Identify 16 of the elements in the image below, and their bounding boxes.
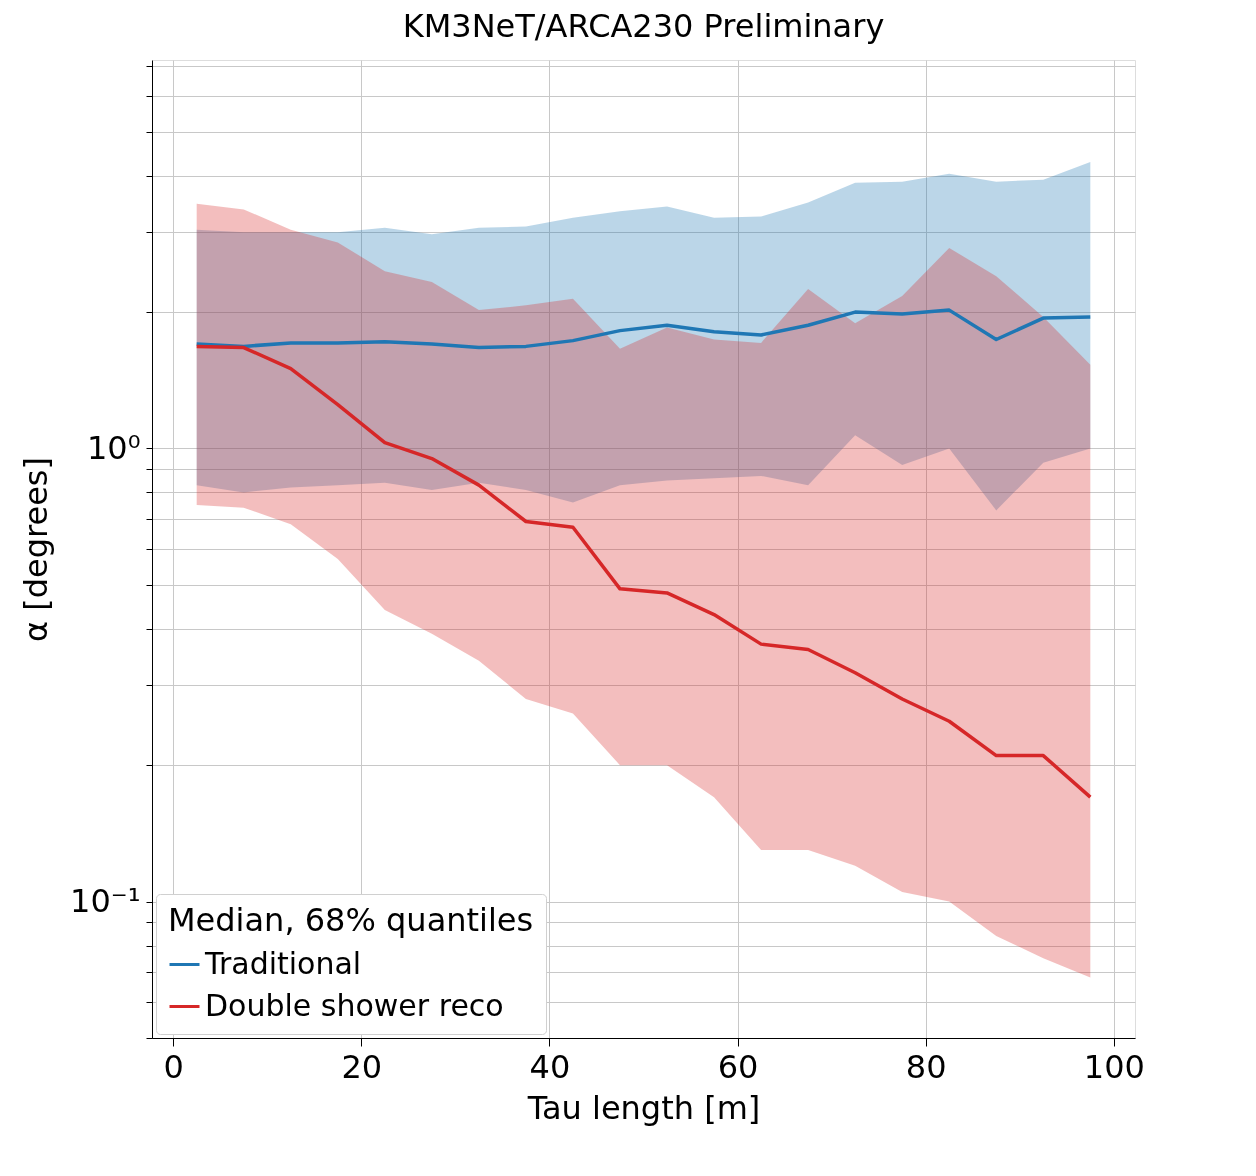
- x-tick-label: 0: [163, 1047, 184, 1086]
- legend-label: Traditional: [204, 945, 362, 981]
- x-tick-label: 80: [905, 1047, 947, 1086]
- line-series: [194, 344, 1093, 799]
- x-tick-label: 20: [341, 1047, 383, 1086]
- y-tick-label: 10⁰: [86, 428, 141, 467]
- chart-title: KM3NeT/ARCA230 Preliminary: [402, 6, 885, 45]
- line-series: [194, 308, 1093, 350]
- y-tick-label: 10⁻¹: [70, 882, 141, 921]
- x-tick-label: 40: [529, 1047, 571, 1086]
- x-axis-title: Tau length [m]: [526, 1088, 761, 1127]
- legend-label: Double shower reco: [205, 987, 504, 1023]
- x-tick-label: 60: [717, 1047, 759, 1086]
- legend-title: Median, 68% quantiles: [168, 901, 534, 939]
- y-axis-title: α [degrees]: [17, 456, 56, 643]
- x-tick-label: 100: [1083, 1047, 1145, 1086]
